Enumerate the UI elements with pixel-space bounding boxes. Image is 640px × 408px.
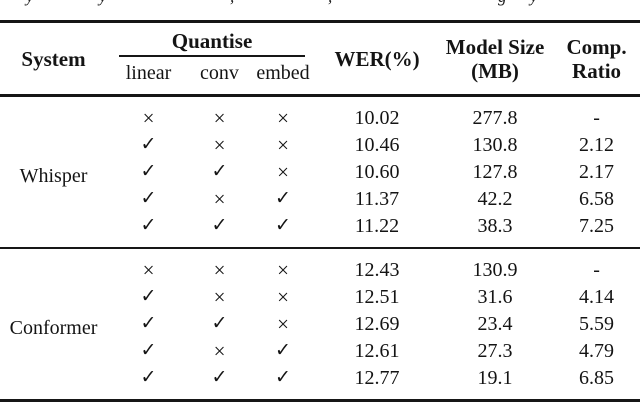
quantise-embed-mark: ×	[277, 133, 289, 157]
section-conformer: Conformer × × × 12.43 130.9- ✓ × × 12.51 31.6 4.14 ✓…	[0, 247, 640, 401]
cell-wer: 10.60	[354, 161, 400, 183]
cell-wer: 12.51	[354, 286, 400, 308]
quantise-linear-mark: ✓	[140, 313, 157, 334]
quantise-conv-mark: ×	[213, 187, 226, 211]
cell-ratio: 7.25	[579, 215, 615, 237]
header-row-1: System Quantise WER(%) Model Size (MB) C…	[0, 22, 640, 83]
quantise-conv-mark: ✓	[211, 313, 228, 334]
quantise-linear-mark: ✓	[140, 286, 157, 307]
table-row: ✓ ✓ ✓ 11.22 38.3 7.25	[0, 213, 640, 249]
quantise-conv-mark: ×	[190, 247, 249, 284]
cell-size: 127.8	[472, 161, 518, 183]
quantise-underline	[119, 55, 306, 57]
quantise-embed-mark: ×	[277, 160, 289, 184]
cell-size: 130.8	[472, 134, 518, 156]
quantise-conv-mark: ×	[213, 106, 226, 130]
table-row: Whisper × × × 10.02 277.8 -	[0, 96, 640, 187]
quantise-linear-mark: ✓	[140, 367, 157, 388]
quantise-embed-mark: ✓	[275, 215, 291, 236]
results-table: System Quantise WER(%) Model Size (MB) C…	[0, 20, 640, 402]
quantise-conv-mark: ✓	[211, 161, 228, 182]
header-model-size-line1: Model Size	[445, 34, 545, 59]
table-row: Conformer × × × 12.43 130.9-	[0, 247, 640, 401]
quantise-linear-mark: ×	[142, 106, 155, 130]
cell-size: 130.9	[437, 247, 554, 284]
cell-size: 31.6	[477, 286, 513, 308]
cell-ratio: 4.14	[579, 286, 615, 308]
cell-ratio: 2.12	[579, 134, 615, 156]
cell-wer: 12.61	[354, 340, 400, 362]
header-conv: conv	[200, 62, 239, 84]
caption-glyph: y	[530, 0, 538, 7]
caption-glyph: ,	[230, 0, 234, 7]
quantise-conv-mark: ✓	[211, 215, 228, 236]
header-system: System	[21, 46, 86, 71]
table-row: ✓ ✓ × 10.60 127.8 2.17	[0, 159, 640, 186]
table-row: ✓ ✓ ✓ 12.77 19.1 6.85	[0, 365, 640, 401]
quantise-linear-mark: ✓	[140, 134, 157, 155]
table-row: ✓ × ✓ 12.61 27.3 4.79	[0, 338, 640, 365]
quantise-linear-mark: ✓	[140, 215, 157, 236]
table-header: System Quantise WER(%) Model Size (MB) C…	[0, 22, 640, 96]
cell-size: 23.4	[477, 313, 513, 335]
section-whisper: Whisper × × × 10.02 277.8- ✓ × × 10.46 130.8 2.12 ✓ ✓…	[0, 96, 640, 249]
quantise-conv-mark: ×	[213, 285, 226, 309]
header-comp-line1: Comp.	[566, 34, 627, 59]
cell-wer: 10.46	[354, 134, 400, 156]
quantise-embed-mark: ✓	[275, 367, 291, 388]
caption-text-cropped: y y,, g y	[0, 0, 640, 7]
quantise-conv-mark: ×	[213, 339, 226, 363]
header-row-2: linear conv embed	[0, 57, 640, 96]
quantise-embed-mark: ×	[277, 285, 289, 309]
header-comp-ratio: Comp. Ratio	[553, 22, 640, 96]
header-model-size: Model Size (MB)	[437, 22, 553, 96]
caption-glyph: g	[498, 0, 507, 7]
table-row: ✓ × × 12.51 31.6 4.14	[0, 284, 640, 311]
system-cell: Conformer	[0, 247, 107, 401]
quantise-embed-mark: ✓	[275, 188, 291, 209]
quantise-linear-mark: ×	[107, 247, 190, 284]
cell-ratio: 6.58	[579, 188, 615, 210]
caption-glyph: ,	[328, 0, 332, 7]
header-quantise-group: Quantise	[107, 22, 317, 57]
cell-wer: 12.69	[354, 313, 400, 335]
caption-glyph: y	[26, 0, 34, 7]
quantise-embed-mark: ×	[277, 106, 289, 130]
cell-ratio: 6.85	[579, 367, 615, 389]
cell-wer: 11.22	[354, 215, 400, 237]
caption-glyph: y	[99, 0, 107, 7]
cell-size: 38.3	[477, 215, 513, 237]
cell-ratio: 5.59	[579, 313, 615, 335]
cell-size: 277.8	[472, 107, 518, 129]
quantise-linear-mark: ✓	[140, 340, 157, 361]
quantise-linear-mark: ✓	[140, 161, 157, 182]
header-model-size-line2: (MB)	[471, 58, 519, 83]
cell-size: 19.1	[477, 367, 513, 389]
table-row: ✓ × ✓ 11.37 42.2 6.58	[0, 186, 640, 213]
cell-size: 27.3	[477, 340, 513, 362]
quantise-conv-mark: ×	[213, 133, 226, 157]
quantise-embed-mark: ✓	[275, 340, 291, 361]
cell-size: 42.2	[477, 188, 513, 210]
table-row: ✓ × × 10.46 130.8 2.12	[0, 132, 640, 159]
header-comp-line2: Ratio	[572, 58, 622, 83]
system-cell: Whisper	[19, 164, 88, 187]
cell-ratio: 2.17	[579, 161, 615, 183]
quantise-embed-mark: ×	[249, 247, 318, 284]
quantise-linear-mark: ✓	[140, 188, 157, 209]
header-wer: WER(%)	[334, 46, 420, 71]
header-quantise-label: Quantise	[171, 29, 253, 53]
header-embed: embed	[256, 62, 310, 84]
cell-ratio: -	[553, 247, 640, 284]
cell-wer: 10.02	[354, 107, 400, 129]
cell-ratio: -	[593, 107, 600, 129]
cell-wer: 11.37	[354, 188, 400, 210]
quantise-conv-mark: ✓	[211, 367, 228, 388]
cell-wer: 12.43	[317, 247, 438, 284]
table-row: ✓ ✓ × 12.69 23.4 5.59	[0, 311, 640, 338]
cell-wer: 12.77	[354, 367, 400, 389]
cell-ratio: 4.79	[579, 340, 615, 362]
quantise-embed-mark: ×	[277, 312, 289, 336]
header-linear: linear	[125, 62, 172, 84]
